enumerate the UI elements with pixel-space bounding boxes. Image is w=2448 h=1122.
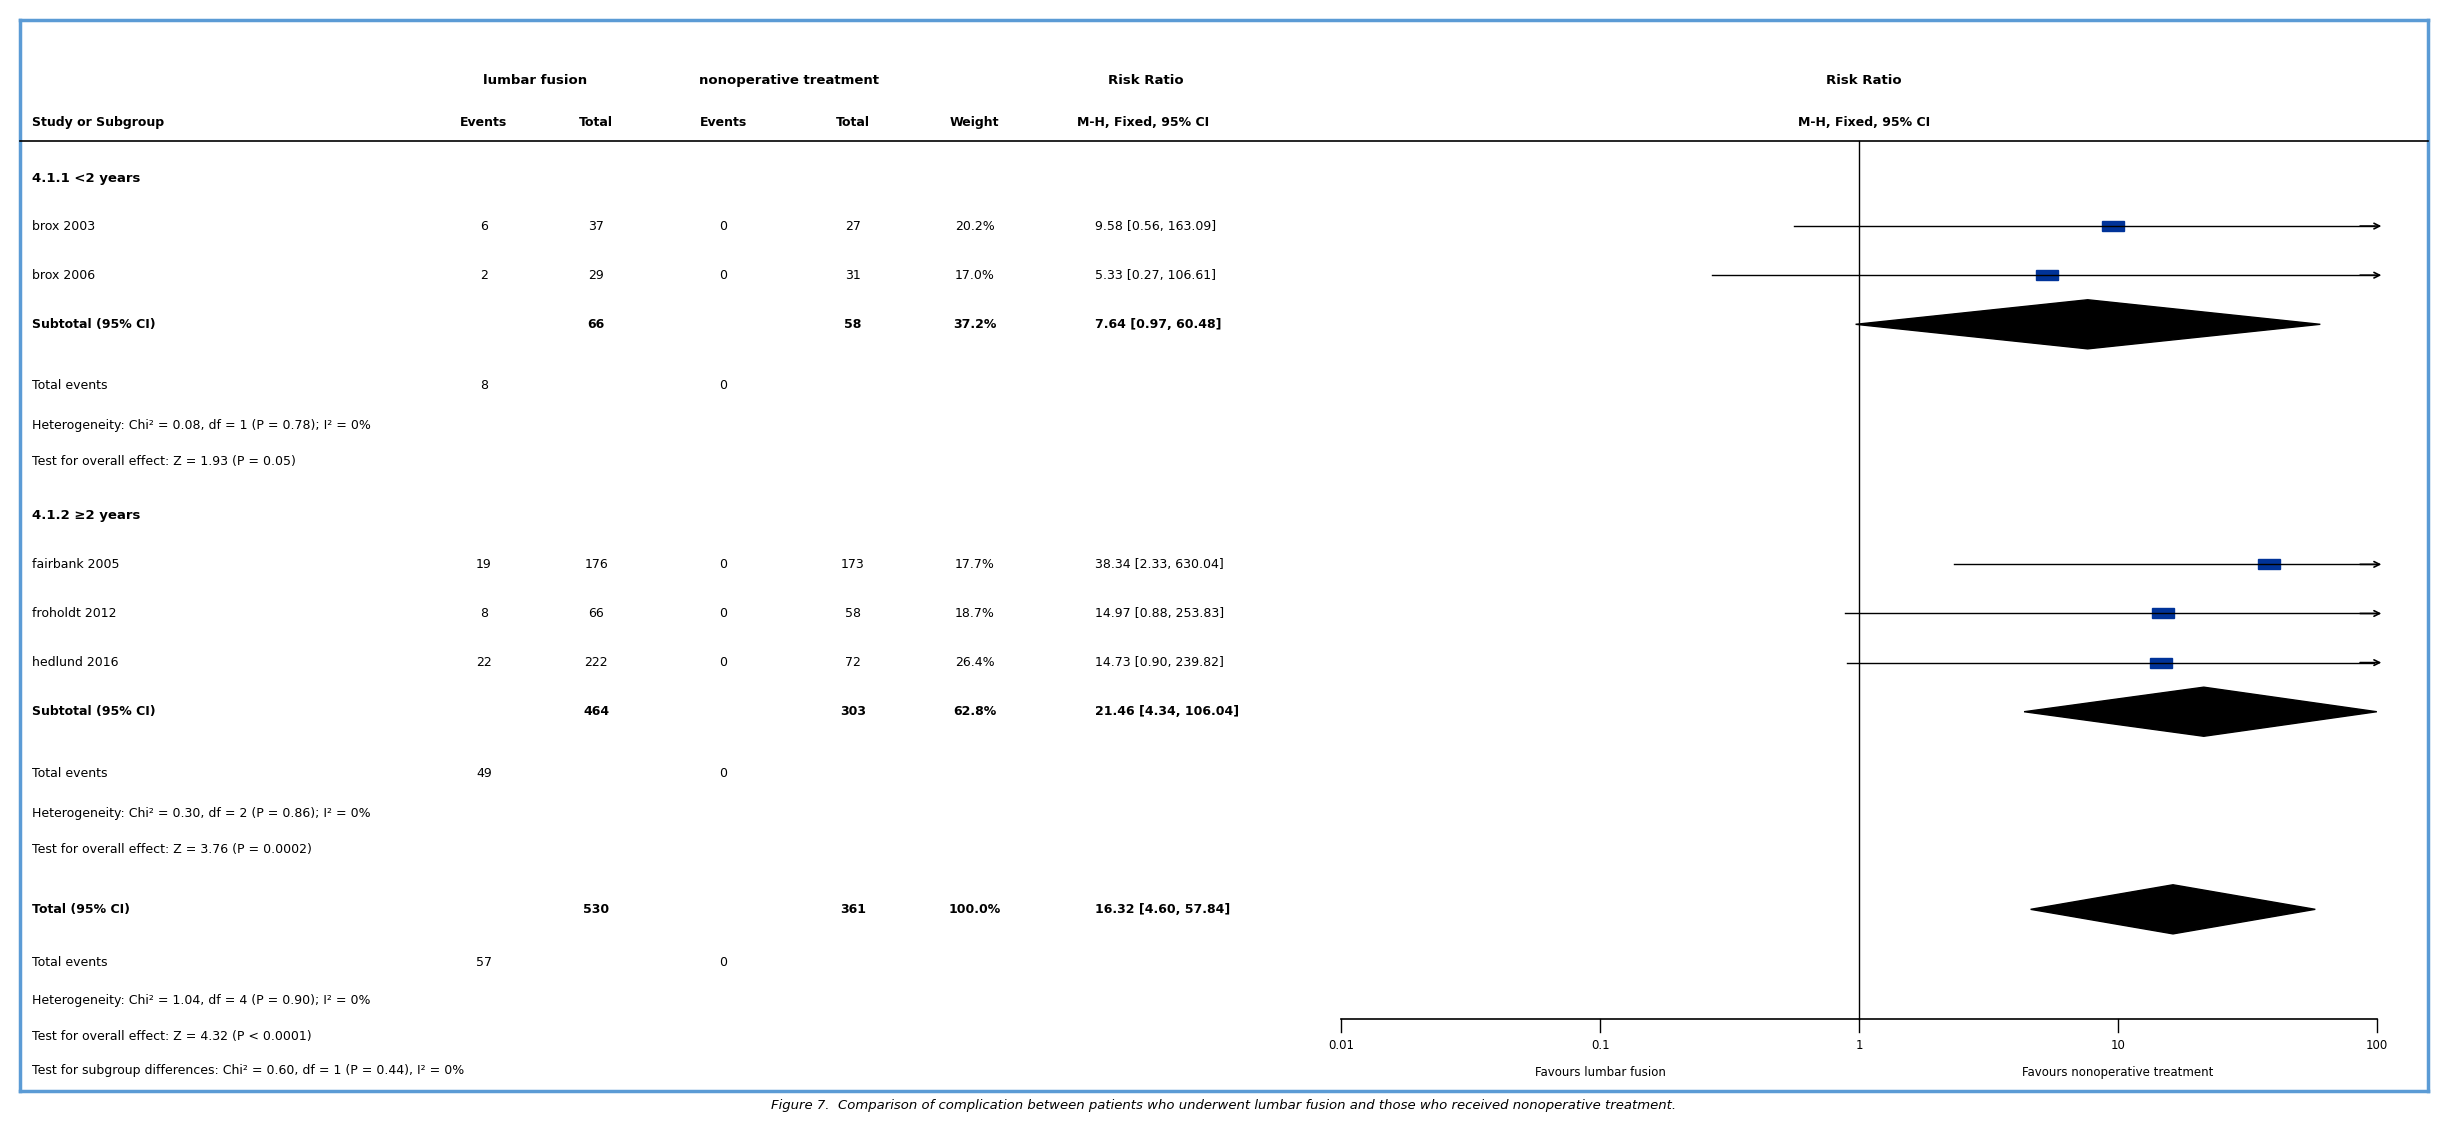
Text: 58: 58 — [845, 318, 862, 331]
Text: 49: 49 — [475, 766, 492, 780]
Text: 2: 2 — [480, 268, 487, 282]
Text: Study or Subgroup: Study or Subgroup — [32, 116, 164, 129]
Text: fairbank 2005: fairbank 2005 — [32, 558, 120, 571]
Text: 0.01: 0.01 — [1329, 1039, 1354, 1051]
Text: 303: 303 — [840, 706, 867, 718]
Text: 37: 37 — [588, 220, 605, 232]
Text: 29: 29 — [588, 268, 605, 282]
Text: Test for overall effect: Z = 1.93 (P = 0.05): Test for overall effect: Z = 1.93 (P = 0… — [32, 456, 296, 468]
Text: nonoperative treatment: nonoperative treatment — [700, 74, 879, 88]
Text: 0: 0 — [720, 956, 727, 969]
Text: Subtotal (95% CI): Subtotal (95% CI) — [32, 706, 157, 718]
Bar — [2149, 657, 2171, 668]
Text: 66: 66 — [588, 607, 605, 620]
Text: 0: 0 — [720, 558, 727, 571]
Text: Heterogeneity: Chi² = 0.30, df = 2 (P = 0.86); I² = 0%: Heterogeneity: Chi² = 0.30, df = 2 (P = … — [32, 807, 370, 820]
Text: Total: Total — [580, 116, 614, 129]
Text: 8: 8 — [480, 379, 487, 393]
Text: Subtotal (95% CI): Subtotal (95% CI) — [32, 318, 157, 331]
Text: 361: 361 — [840, 903, 867, 916]
Text: Total: Total — [835, 116, 869, 129]
Text: Heterogeneity: Chi² = 1.04, df = 4 (P = 0.90); I² = 0%: Heterogeneity: Chi² = 1.04, df = 4 (P = … — [32, 994, 370, 1008]
Text: 1: 1 — [1856, 1039, 1863, 1051]
Text: Total events: Total events — [32, 956, 108, 969]
Text: 6: 6 — [480, 220, 487, 232]
Text: 176: 176 — [585, 558, 607, 571]
Text: 17.7%: 17.7% — [955, 558, 994, 571]
Text: 222: 222 — [585, 656, 607, 669]
Polygon shape — [2024, 687, 2377, 736]
Polygon shape — [1856, 300, 2321, 349]
Text: Figure 7.  Comparison of complication between patients who underwent lumbar fusi: Figure 7. Comparison of complication bet… — [771, 1100, 1677, 1112]
Text: Test for overall effect: Z = 4.32 (P < 0.0001): Test for overall effect: Z = 4.32 (P < 0… — [32, 1030, 311, 1043]
Text: M-H, Fixed, 95% CI: M-H, Fixed, 95% CI — [1797, 116, 1929, 129]
Text: 27: 27 — [845, 220, 862, 232]
Text: 37.2%: 37.2% — [952, 318, 996, 331]
Text: 4.1.1 <2 years: 4.1.1 <2 years — [32, 172, 140, 184]
Text: Favours nonoperative treatment: Favours nonoperative treatment — [2022, 1066, 2213, 1078]
Text: 21.46 [4.34, 106.04]: 21.46 [4.34, 106.04] — [1094, 706, 1239, 718]
Text: 66: 66 — [588, 318, 605, 331]
Text: 5.33 [0.27, 106.61]: 5.33 [0.27, 106.61] — [1094, 268, 1217, 282]
Polygon shape — [2032, 885, 2316, 934]
Text: 0: 0 — [720, 268, 727, 282]
Text: froholdt 2012: froholdt 2012 — [32, 607, 118, 620]
Text: Risk Ratio: Risk Ratio — [1826, 74, 1902, 88]
Text: Events: Events — [460, 116, 507, 129]
Text: 14.73 [0.90, 239.82]: 14.73 [0.90, 239.82] — [1094, 656, 1224, 669]
Text: 20.2%: 20.2% — [955, 220, 994, 232]
Text: lumbar fusion: lumbar fusion — [482, 74, 588, 88]
Text: 16.32 [4.60, 57.84]: 16.32 [4.60, 57.84] — [1094, 903, 1229, 916]
Text: 0: 0 — [720, 656, 727, 669]
Text: Total events: Total events — [32, 379, 108, 393]
Text: brox 2003: brox 2003 — [32, 220, 95, 232]
Text: 17.0%: 17.0% — [955, 268, 994, 282]
Text: 0.1: 0.1 — [1591, 1039, 1608, 1051]
Text: 100: 100 — [2365, 1039, 2387, 1051]
Bar — [2257, 560, 2279, 569]
Text: 4.1.2 ≥2 years: 4.1.2 ≥2 years — [32, 508, 140, 522]
Text: Test for overall effect: Z = 3.76 (P = 0.0002): Test for overall effect: Z = 3.76 (P = 0… — [32, 843, 311, 856]
Text: 464: 464 — [583, 706, 610, 718]
Text: 72: 72 — [845, 656, 862, 669]
Text: Events: Events — [700, 116, 747, 129]
Text: 62.8%: 62.8% — [952, 706, 996, 718]
Text: 26.4%: 26.4% — [955, 656, 994, 669]
Text: Total events: Total events — [32, 766, 108, 780]
Text: Weight: Weight — [950, 116, 999, 129]
Text: 0: 0 — [720, 607, 727, 620]
Text: 7.64 [0.97, 60.48]: 7.64 [0.97, 60.48] — [1094, 318, 1222, 331]
Text: M-H, Fixed, 95% CI: M-H, Fixed, 95% CI — [1077, 116, 1209, 129]
Text: 173: 173 — [840, 558, 864, 571]
Text: Total (95% CI): Total (95% CI) — [32, 903, 130, 916]
Text: 0: 0 — [720, 220, 727, 232]
Bar — [2037, 270, 2059, 280]
Text: 9.58 [0.56, 163.09]: 9.58 [0.56, 163.09] — [1094, 220, 1217, 232]
Text: 100.0%: 100.0% — [950, 903, 1001, 916]
Text: 58: 58 — [845, 607, 862, 620]
Text: 0: 0 — [720, 766, 727, 780]
Bar — [2103, 221, 2125, 231]
Text: Heterogeneity: Chi² = 0.08, df = 1 (P = 0.78); I² = 0%: Heterogeneity: Chi² = 0.08, df = 1 (P = … — [32, 420, 372, 432]
Text: 22: 22 — [475, 656, 492, 669]
Text: 18.7%: 18.7% — [955, 607, 994, 620]
Text: 31: 31 — [845, 268, 862, 282]
Text: 530: 530 — [583, 903, 610, 916]
Text: hedlund 2016: hedlund 2016 — [32, 656, 118, 669]
Text: 8: 8 — [480, 607, 487, 620]
Text: Favours lumbar fusion: Favours lumbar fusion — [1535, 1066, 1665, 1078]
Text: Test for subgroup differences: Chi² = 0.60, df = 1 (P = 0.44), I² = 0%: Test for subgroup differences: Chi² = 0.… — [32, 1064, 465, 1077]
Text: 10: 10 — [2110, 1039, 2125, 1051]
Text: 19: 19 — [475, 558, 492, 571]
Text: brox 2006: brox 2006 — [32, 268, 95, 282]
Text: 0: 0 — [720, 379, 727, 393]
Text: 57: 57 — [475, 956, 492, 969]
Text: Risk Ratio: Risk Ratio — [1109, 74, 1185, 88]
Text: 38.34 [2.33, 630.04]: 38.34 [2.33, 630.04] — [1094, 558, 1224, 571]
Bar — [2152, 608, 2174, 618]
Text: 14.97 [0.88, 253.83]: 14.97 [0.88, 253.83] — [1094, 607, 1224, 620]
